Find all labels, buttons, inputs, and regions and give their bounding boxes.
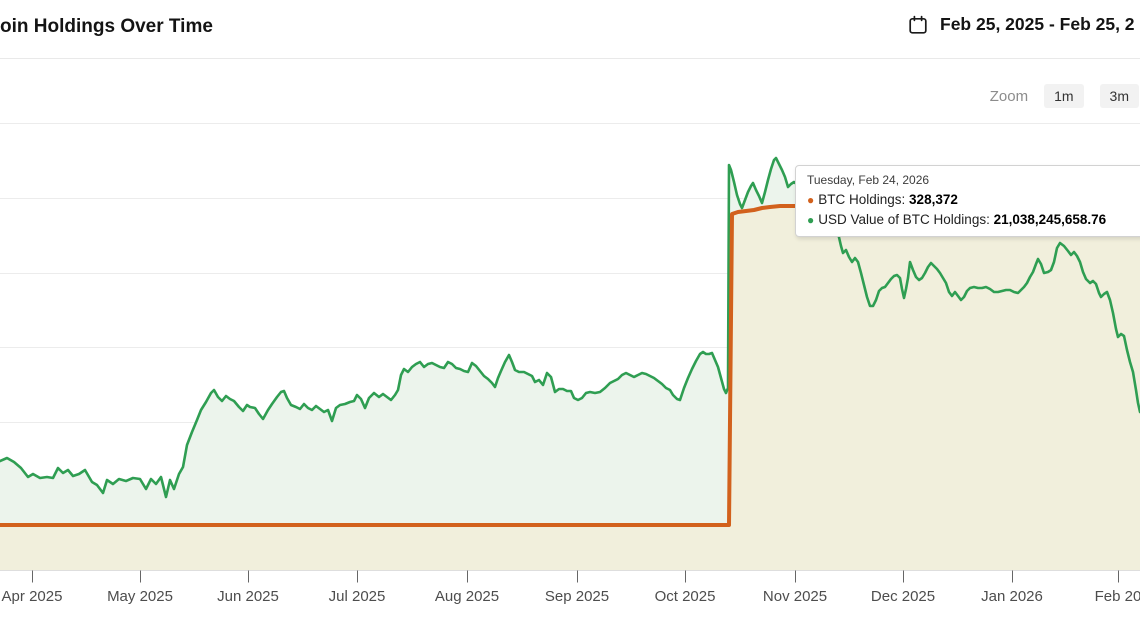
x-axis-label: Apr 2025 [1, 588, 63, 605]
tooltip-value-usd: 21,038,245,658.76 [993, 212, 1107, 227]
area-fill [0, 203, 1140, 571]
chart-title: oin Holdings Over Time [0, 16, 213, 37]
x-axis-label: Aug 2025 [434, 588, 500, 605]
tooltip-row-btc: ● BTC Holdings: 328,372 [807, 190, 1140, 210]
x-axis-label: Jul 2025 [328, 588, 386, 605]
x-axis-label: Dec 2025 [870, 588, 936, 605]
date-range-picker[interactable]: Feb 25, 2025 - Feb 25, 2 [908, 14, 1135, 35]
tooltip-row-usd: ● USD Value of BTC Holdings: 21,038,245,6… [807, 210, 1140, 230]
chart-tooltip: Tuesday, Feb 24, 2026 ● BTC Holdings: 328… [795, 165, 1140, 237]
header-divider [0, 58, 1140, 59]
btc-series-bullet-icon: ● [807, 193, 815, 207]
zoom-button-1m[interactable]: 1m [1044, 84, 1084, 108]
x-axis-label: Feb 20 [1094, 588, 1140, 605]
date-range-text: Feb 25, 2025 - Feb 25, 2 [940, 14, 1135, 34]
zoom-label: Zoom [989, 87, 1029, 105]
x-axis-label: Sep 2025 [544, 588, 610, 605]
zoom-controls: Zoom 1m 3m [0, 84, 1139, 108]
usd-series-bullet-icon: ● [807, 213, 815, 227]
tooltip-label-usd: USD Value of BTC Holdings: [818, 212, 994, 227]
x-axis-label: Nov 2025 [762, 588, 828, 605]
x-axis-label: Jun 2025 [217, 588, 279, 605]
tooltip-label-btc: BTC Holdings: [818, 192, 910, 207]
x-axis-label: Jan 2026 [981, 588, 1043, 605]
header: oin Holdings Over Time Feb 25, 2025 - Fe… [0, 0, 1140, 58]
tooltip-value-btc: 328,372 [909, 192, 958, 207]
series-line [0, 156, 1140, 499]
calendar-icon [909, 15, 927, 34]
zoom-button-3m[interactable]: 3m [1099, 84, 1139, 108]
tooltip-date: Tuesday, Feb 24, 2026 [807, 173, 930, 187]
x-axis-label: May 2025 [107, 588, 173, 605]
x-axis-label: Oct 2025 [654, 588, 716, 605]
